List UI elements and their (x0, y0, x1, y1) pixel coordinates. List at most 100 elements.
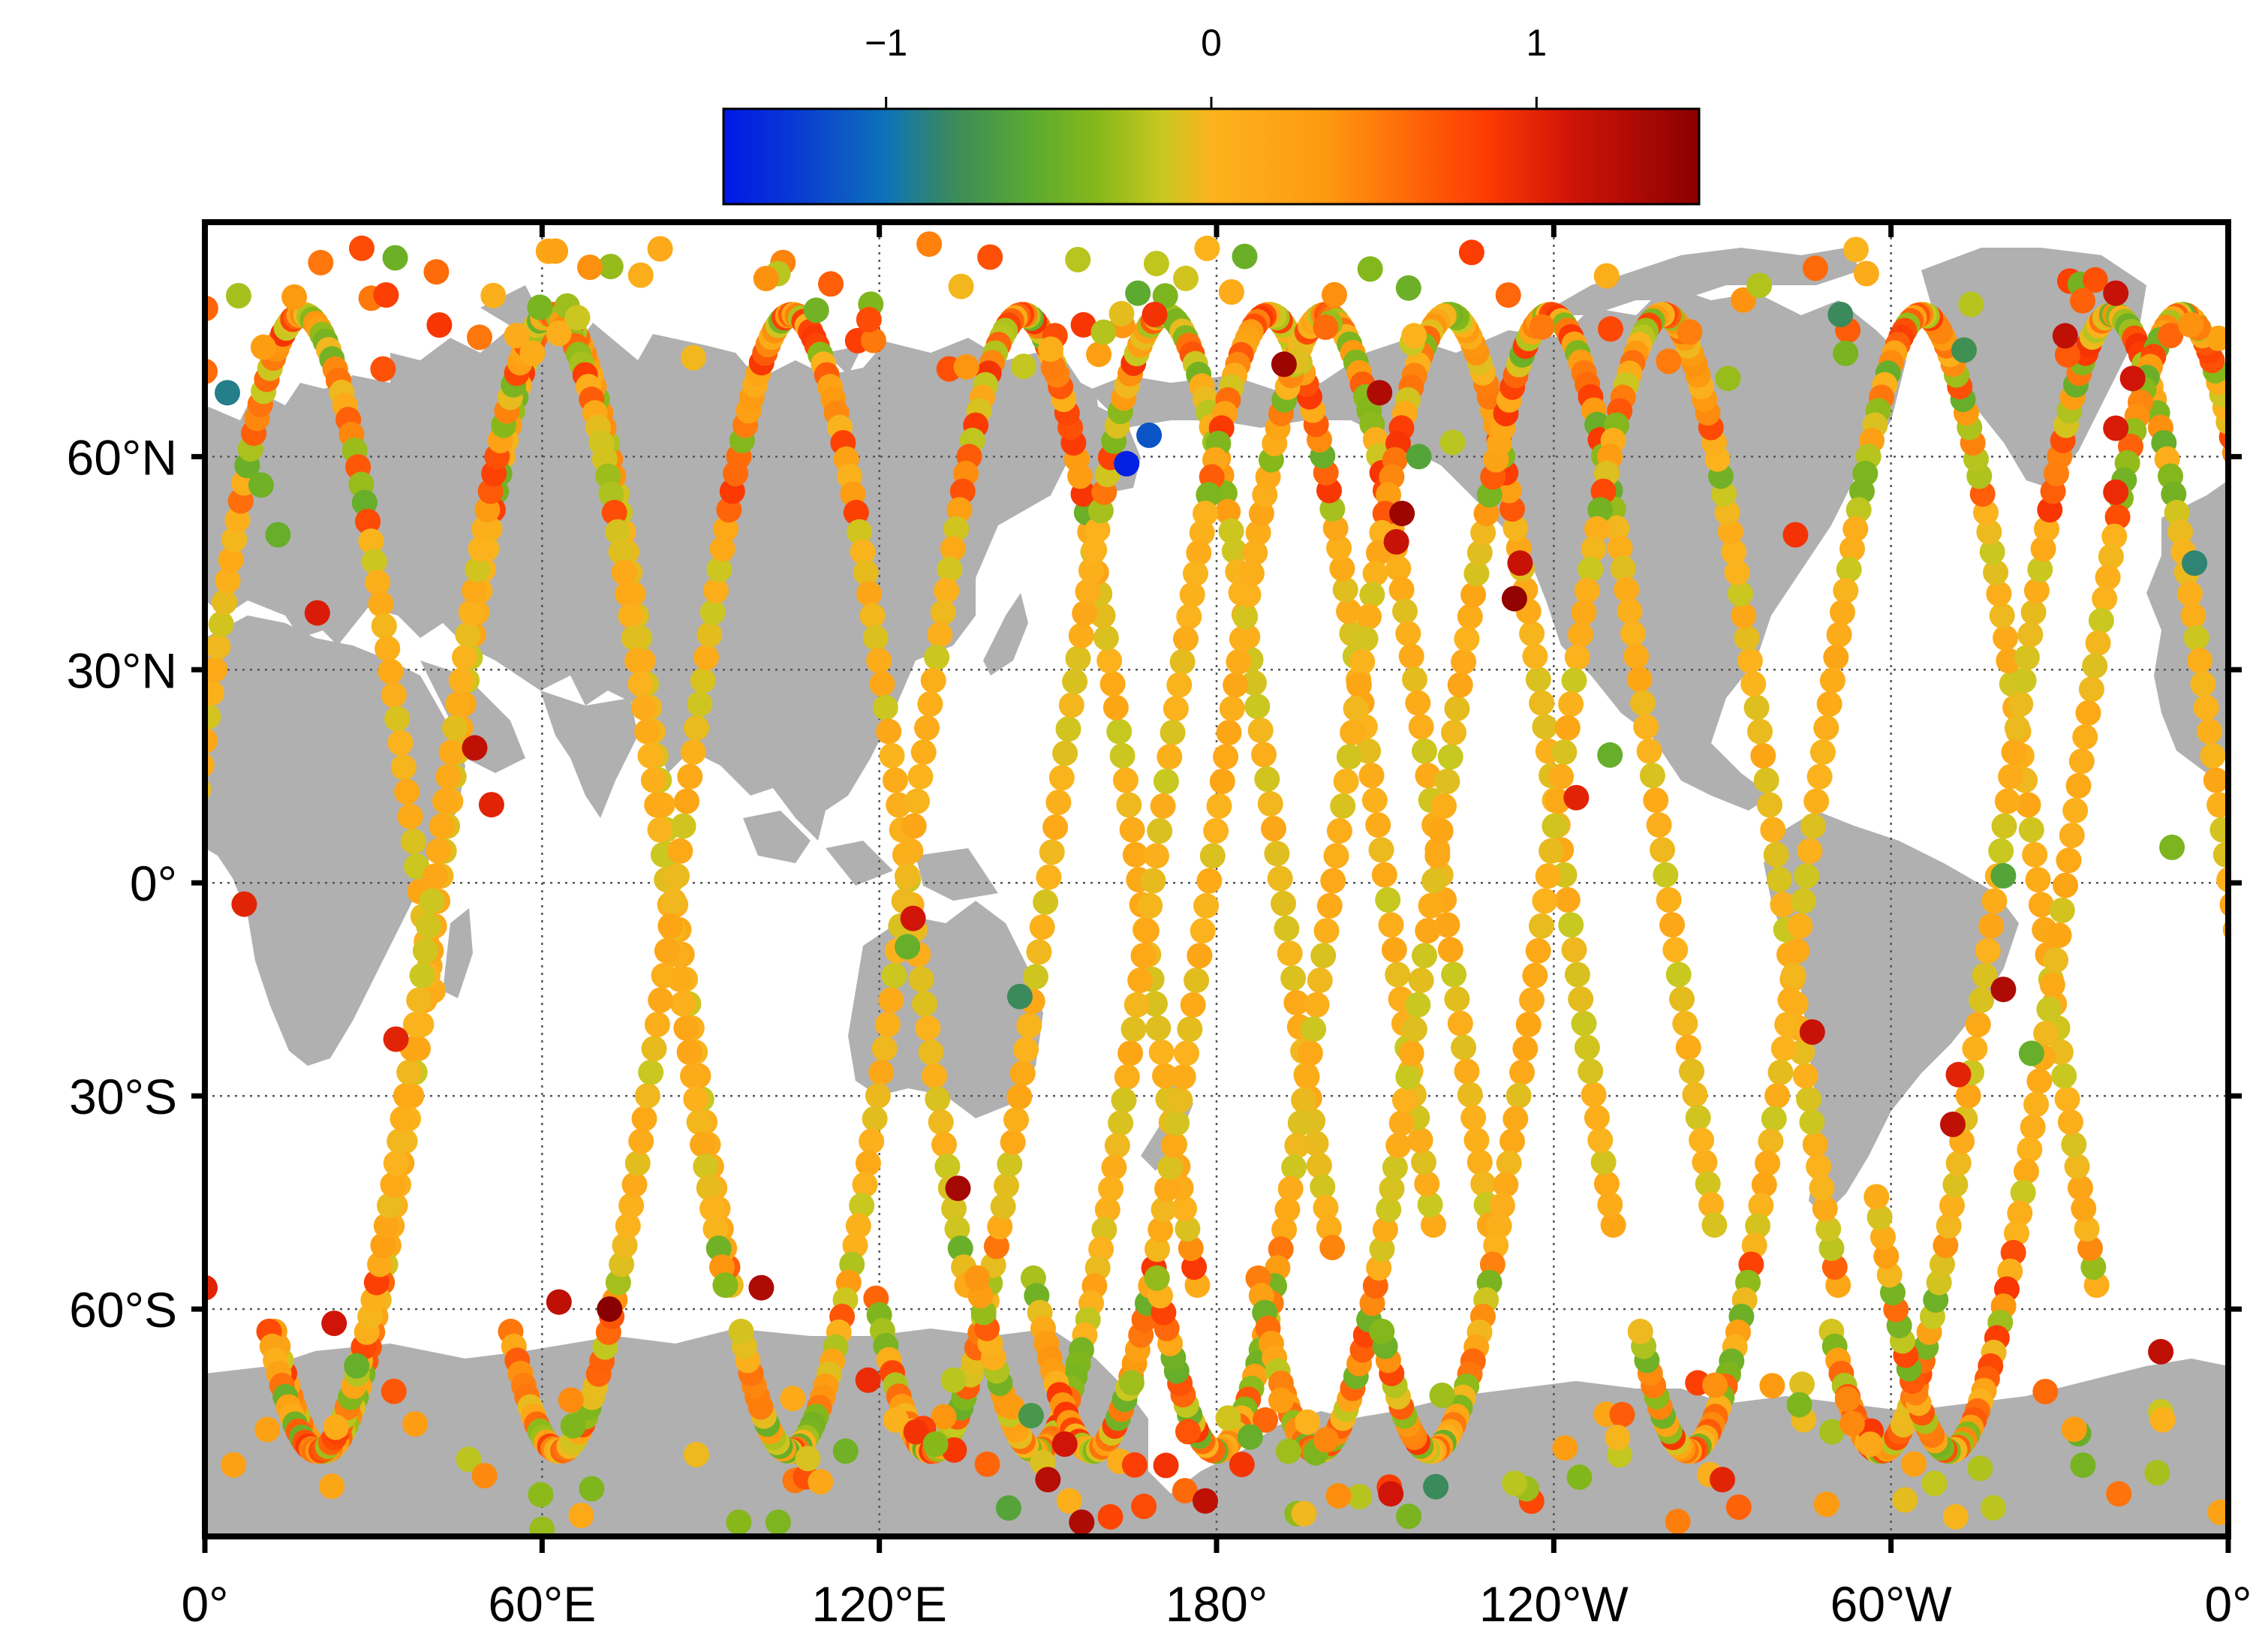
data-point (1131, 1493, 1157, 1519)
data-point (1229, 626, 1255, 652)
data-point (1466, 1149, 1493, 1175)
data-point (1740, 671, 1767, 697)
data-point (1695, 1171, 1721, 1197)
data-point (753, 266, 779, 292)
data-point (2077, 1235, 2103, 1262)
data-point (1291, 1500, 1317, 1527)
data-point (2103, 280, 2129, 306)
data-point (1522, 643, 1548, 670)
data-point (1563, 784, 1590, 811)
data-point (1026, 939, 1052, 965)
data-point (818, 271, 844, 297)
data-point (1006, 1084, 1033, 1110)
landmass-southeast-asia-islands (743, 811, 998, 901)
colorbar-ticks: −1 0 1 (865, 22, 1547, 109)
data-point (519, 340, 546, 366)
data-point (1607, 535, 1633, 561)
data-point (2158, 323, 2184, 348)
data-point (1193, 1488, 1218, 1514)
data-point (1581, 536, 1607, 562)
data-point (1405, 992, 1431, 1018)
data-point (990, 1193, 1016, 1220)
data-point (2200, 742, 2226, 769)
data-point (361, 549, 387, 575)
data-point (1745, 1213, 1771, 1239)
landmass-japan (983, 593, 1028, 676)
data-point (1675, 1034, 1701, 1061)
data-point (205, 633, 231, 660)
data-point (465, 556, 491, 582)
data-point (2027, 556, 2053, 582)
data-point (1206, 793, 1232, 819)
data-point (895, 934, 921, 960)
data-point (1180, 992, 1206, 1018)
data-point (452, 644, 477, 670)
data-point (393, 1082, 419, 1109)
data-point (1009, 1061, 1036, 1087)
data-point (1698, 1192, 1725, 1217)
data-point (1746, 272, 1773, 299)
data-point (1275, 1438, 1301, 1464)
data-point (1620, 621, 1646, 647)
data-point (1826, 621, 1852, 648)
data-point (686, 1109, 712, 1135)
data-point (2033, 1021, 2059, 1046)
data-point (1499, 1128, 1525, 1154)
data-point (1656, 886, 1682, 913)
data-point (2070, 287, 2095, 314)
data-point (1626, 667, 1653, 693)
data-point (1104, 1133, 1130, 1159)
data-point (641, 1036, 667, 1062)
data-point (1839, 536, 1865, 562)
data-point (1991, 813, 2017, 839)
data-point (1070, 311, 1096, 338)
data-point (1539, 838, 1565, 864)
data-point (1023, 964, 1048, 990)
data-point (1993, 624, 2019, 651)
data-point (1574, 577, 1600, 603)
data-point (1873, 1243, 1900, 1269)
data-point (1183, 561, 1208, 587)
data-point (1870, 1224, 1896, 1250)
data-point (597, 1296, 623, 1323)
data-point (1942, 1172, 1969, 1198)
lat-tick-label: 60°S (69, 1282, 177, 1338)
data-point (1378, 1481, 1404, 1507)
data-point (631, 1106, 657, 1132)
data-point (397, 803, 423, 829)
data-point (1571, 599, 1597, 625)
data-point (1424, 843, 1451, 869)
data-point (394, 778, 420, 805)
data-point (308, 249, 334, 275)
data-point (1323, 843, 1349, 869)
data-point (680, 739, 706, 766)
lon-tick-label: 0° (181, 1576, 228, 1632)
data-point (1242, 540, 1268, 566)
data-point (1336, 744, 1362, 770)
data-point (1052, 740, 1078, 766)
data-point (1451, 1034, 1477, 1061)
data-point (1813, 1491, 1839, 1518)
data-point (2183, 624, 2209, 651)
data-point (699, 1196, 725, 1222)
data-point (384, 706, 411, 732)
data-point (1604, 515, 1630, 541)
data-point (856, 306, 882, 333)
data-point (1967, 1455, 1993, 1482)
data-point (1119, 817, 1145, 843)
data-point (1460, 1105, 1487, 1131)
data-point (1039, 839, 1065, 865)
data-point (1343, 696, 1369, 722)
data-point (611, 559, 637, 585)
data-point (1365, 812, 1391, 838)
data-point (693, 644, 719, 670)
data-point (1136, 422, 1163, 448)
data-point (1330, 793, 1356, 819)
data-point (1587, 1127, 1614, 1154)
data-point (660, 888, 687, 914)
data-point (999, 1394, 1025, 1420)
data-point (1803, 788, 1830, 814)
data-point (2004, 715, 2030, 741)
data-point (1068, 622, 1094, 648)
data-point (601, 499, 627, 525)
